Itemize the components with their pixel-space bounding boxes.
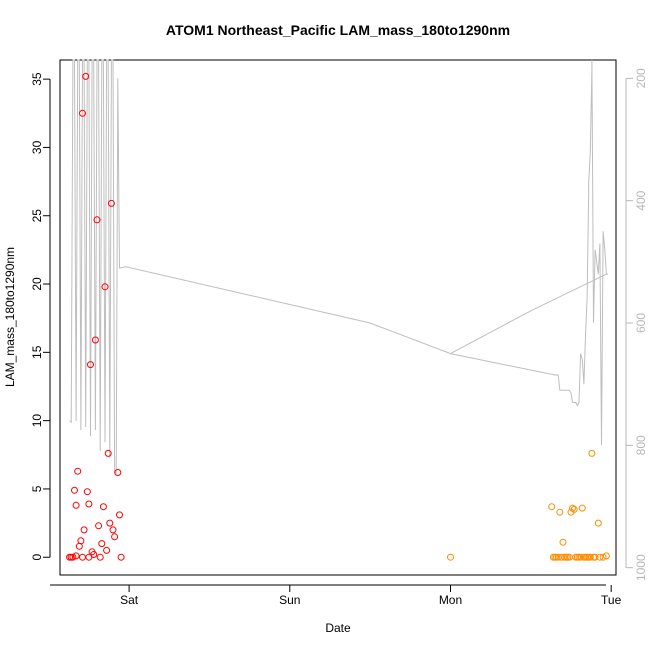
- data-point-red: [116, 511, 123, 519]
- data-point-orange: [588, 449, 596, 457]
- data-point-orange: [578, 504, 586, 512]
- data-point-red: [99, 503, 107, 511]
- data-point-red: [91, 336, 99, 344]
- x-axis-label: Date: [325, 621, 351, 635]
- data-point-red: [85, 500, 93, 508]
- x-tick-label: Sun: [279, 593, 300, 607]
- data-point-orange: [559, 538, 567, 546]
- chart-title: ATOM1 Northeast_Pacific LAM_mass_180to12…: [166, 22, 510, 38]
- y-tick-label: 10: [30, 414, 44, 428]
- y-tick-label: 30: [30, 140, 44, 154]
- x-tick-label: Tue: [601, 593, 622, 607]
- plot-frame: [59, 59, 617, 576]
- y2-tick-label: 400: [634, 190, 648, 210]
- y2-tick-label: 1000: [634, 554, 648, 581]
- data-point-red: [82, 72, 90, 80]
- series-layer: [66, 59, 610, 561]
- data-point-orange: [569, 504, 577, 512]
- data-point-orange: [594, 519, 602, 527]
- data-point-red: [95, 522, 103, 530]
- y-tick-label: 25: [30, 209, 44, 223]
- data-point-red: [104, 449, 112, 457]
- data-point-red: [98, 540, 106, 548]
- data-point-red: [107, 199, 115, 207]
- y2-tick-label: 600: [634, 313, 648, 333]
- data-point-red: [103, 546, 111, 554]
- data-point-red: [71, 486, 78, 494]
- data-point-orange: [599, 553, 607, 561]
- data-point-red: [109, 526, 117, 534]
- y-tick-label: 0: [30, 554, 44, 561]
- data-point-orange: [586, 553, 594, 561]
- data-point-red: [77, 537, 85, 545]
- data-point-red: [72, 501, 80, 509]
- y2-tick-label: 800: [634, 435, 648, 455]
- y-axis-label: LAM_mass_180to1290nm: [3, 247, 17, 387]
- altitude-line: [69, 59, 608, 474]
- data-point-red: [87, 361, 94, 369]
- data-point-red: [79, 553, 86, 561]
- data-point-orange: [570, 505, 578, 513]
- data-point-orange: [447, 553, 454, 561]
- data-point-red: [69, 553, 77, 561]
- data-point-red: [101, 283, 109, 291]
- data-point-orange: [548, 503, 556, 511]
- x-tick-label: Mon: [439, 593, 462, 607]
- data-point-red: [90, 551, 98, 558]
- data-point-orange: [602, 552, 610, 560]
- data-point-orange: [596, 553, 604, 561]
- data-point-red: [111, 533, 119, 541]
- data-point-red: [79, 109, 86, 117]
- data-point-orange: [556, 508, 564, 516]
- data-point-orange: [591, 553, 599, 561]
- y-tick-label: 35: [30, 72, 44, 86]
- data-point-red: [114, 469, 122, 476]
- data-point-red: [74, 467, 82, 475]
- data-point-red: [72, 552, 80, 560]
- data-point-red: [106, 519, 114, 527]
- data-point-red: [80, 526, 88, 534]
- data-point-red: [96, 553, 104, 561]
- y2-tick-label: 200: [634, 68, 648, 88]
- data-point-red: [83, 488, 91, 496]
- y-tick-label: 15: [30, 345, 44, 359]
- axis-layer: 0 5 10 15 20 25 30 35 Sat Sun Mon Tue 200 400 600 800 10…: [30, 68, 648, 607]
- data-point-red: [93, 216, 101, 224]
- x-tick-label: Sat: [120, 593, 139, 607]
- y-tick-label: 5: [30, 485, 44, 492]
- y-tick-label: 20: [30, 277, 44, 291]
- data-point-red: [117, 553, 125, 561]
